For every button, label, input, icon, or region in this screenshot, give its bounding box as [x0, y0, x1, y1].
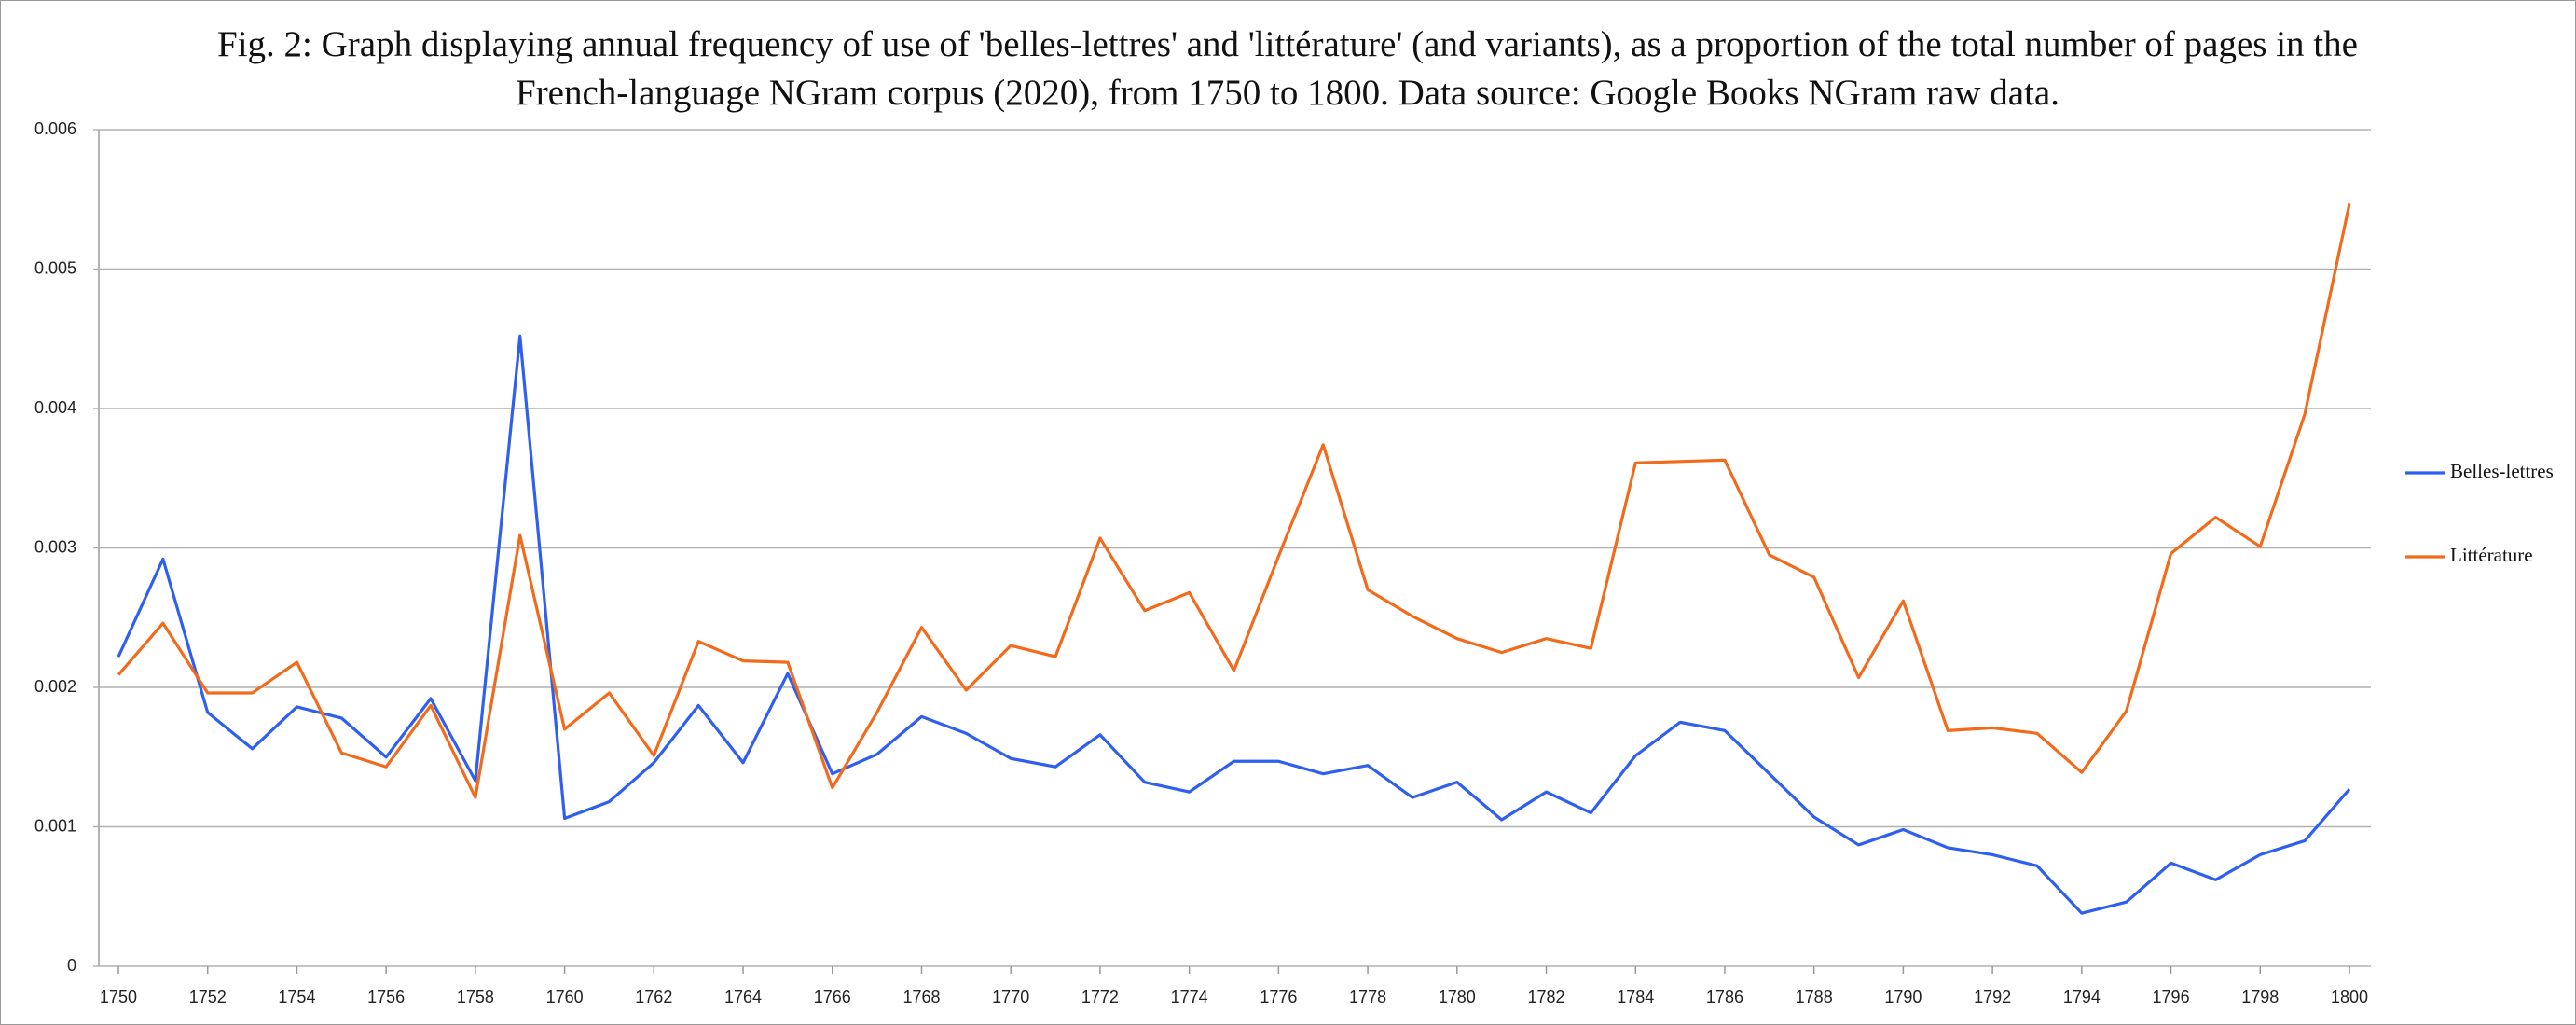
x-tick-label: 1776	[1260, 988, 1297, 1006]
y-tick-label: 0.003	[34, 537, 76, 556]
series-line	[117, 334, 2351, 915]
x-tick-label: 1754	[278, 988, 315, 1006]
x-tick-label: 1772	[1081, 988, 1119, 1006]
x-tick-label: 1790	[1884, 988, 1922, 1006]
y-tick-label: 0.001	[34, 816, 76, 835]
y-tick-label: 0	[67, 956, 76, 975]
x-tick-label: 1756	[367, 988, 405, 1006]
x-tick-label: 1766	[814, 988, 851, 1006]
y-tick-label: 0.006	[34, 119, 76, 138]
x-tick-label: 1768	[902, 988, 940, 1006]
x-tick-label: 1786	[1706, 988, 1743, 1006]
y-tick-label: 0.002	[34, 677, 76, 696]
x-tick-label: 1798	[2241, 988, 2279, 1006]
x-tick-label: 1784	[1617, 988, 1654, 1006]
x-tick-label: 1792	[1974, 988, 2011, 1006]
x-tick-label: 1778	[1349, 988, 1386, 1006]
x-tick-label: 1794	[2063, 988, 2101, 1006]
legend-label: Littérature	[2450, 544, 2533, 566]
x-tick-label: 1752	[189, 988, 227, 1006]
x-tick-label: 1764	[724, 988, 762, 1006]
chart-title: Fig. 2: Graph displaying annual frequenc…	[217, 24, 2358, 113]
x-tick-label: 1796	[2153, 988, 2190, 1006]
x-tick-label: 1780	[1439, 988, 1476, 1006]
x-tick-label: 1770	[992, 988, 1029, 1006]
y-tick-label: 0.004	[34, 398, 76, 417]
x-tick-label: 1800	[2331, 988, 2368, 1006]
x-tick-label: 1788	[1796, 988, 1833, 1006]
y-tick-label: 0.005	[34, 258, 76, 277]
x-tick-label: 1782	[1527, 988, 1564, 1006]
x-tick-label: 1774	[1171, 988, 1208, 1006]
x-tick-label: 1758	[457, 988, 494, 1006]
x-tick-label: 1760	[546, 988, 584, 1006]
legend-label: Belles-lettres	[2450, 460, 2554, 482]
series-line	[117, 202, 2351, 799]
x-tick-label: 1762	[635, 988, 672, 1006]
x-tick-label: 1750	[100, 988, 137, 1006]
